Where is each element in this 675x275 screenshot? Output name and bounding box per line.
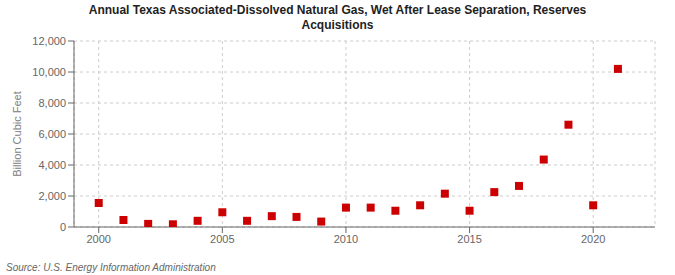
svg-text:2005: 2005 bbox=[210, 233, 234, 245]
svg-text:12,000: 12,000 bbox=[32, 35, 66, 47]
svg-text:8,000: 8,000 bbox=[38, 97, 66, 109]
svg-text:4,000: 4,000 bbox=[38, 159, 66, 171]
svg-text:6,000: 6,000 bbox=[38, 128, 66, 140]
html-text:Annual Texas Associated-Dissol: Annual Texas Associated-Dissolved Natura… bbox=[88, 3, 587, 17]
html-text:Source: U.S. Energy Informatio: Source: U.S. Energy Information Administ… bbox=[6, 262, 216, 273]
html-text:Acquisitions: Acquisitions bbox=[301, 18, 374, 32]
svg-text:0: 0 bbox=[60, 221, 66, 233]
svg-text:2000: 2000 bbox=[86, 233, 110, 245]
svg-text:2010: 2010 bbox=[334, 233, 358, 245]
svg-text:2015: 2015 bbox=[457, 233, 481, 245]
svg-text:10,000: 10,000 bbox=[32, 66, 66, 78]
svg-text:Billion Cubic Feet: Billion Cubic Feet bbox=[11, 91, 23, 177]
svg-text:2020: 2020 bbox=[581, 233, 605, 245]
svg-text:2,000: 2,000 bbox=[38, 190, 66, 202]
